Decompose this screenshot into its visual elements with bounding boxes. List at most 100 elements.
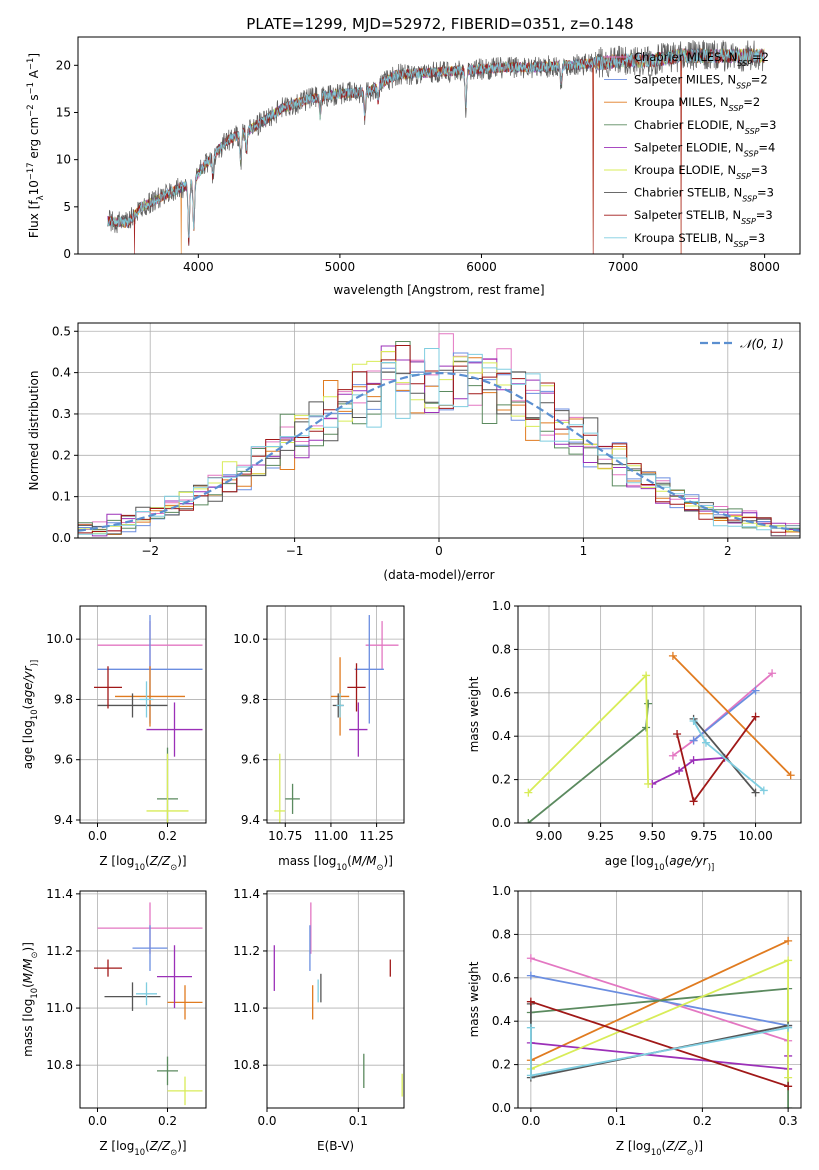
spectrum-ytick-label: 15 xyxy=(56,105,71,119)
spectrum-ylabel-part: Flux [f xyxy=(27,200,41,238)
weight_vs_age-marker xyxy=(751,686,760,695)
weight_vs_age-marker xyxy=(644,779,653,788)
spectrum-series-kroupa_stelib xyxy=(107,48,765,239)
weight_vs_Z-marker xyxy=(784,1082,793,1091)
age_vs_mass-panel: 10.75 11.00 11.25 9.4 9.6 9.8 10.0 mass [log10(… xyxy=(233,605,405,872)
spectrum-xtick-label: 4000 xyxy=(183,260,214,274)
spectrum-ylabel: Flux [fλ10−17 erg cm−2 s−1 A−1] xyxy=(25,53,45,238)
spectrum-ylabel-part: ] xyxy=(27,53,41,58)
hist-xlabel: (data-model)/error xyxy=(383,568,494,582)
residual_hist-xtick-label: 2 xyxy=(724,544,732,558)
mass_vs_Z-panel: 0.0 0.210.811.011.211.4Z [log10(Z/Z⊙)]mas… xyxy=(21,887,207,1157)
age_vs_Z-xtick-label: 0.0 xyxy=(88,829,107,843)
legend-label-base: Salpeter STELIB, N xyxy=(634,208,741,222)
weight_vs_age-marker xyxy=(701,738,710,747)
mass_vs_Z-ylabel: mass [log10(M/M⊙)] xyxy=(21,942,39,1057)
legend-label-sub: SSP xyxy=(736,81,751,90)
spectrum-ylabel-part: 10 xyxy=(27,180,41,195)
weight_vs_age-marker xyxy=(689,717,698,726)
weight_vs_Z-xtick-label: 0.2 xyxy=(693,1114,712,1128)
legend-label-tail: =3 xyxy=(748,231,765,245)
age_vs_Z-ylabel-part: age/yr xyxy=(21,665,35,704)
legend-label-sub: SSP xyxy=(741,217,756,226)
mass_vs_ebv-ytick-label: 11.0 xyxy=(233,1001,260,1015)
spectrum-xlabel: wavelength [Angstrom, rest frame] xyxy=(333,283,544,297)
mass_vs_Z-ylabel-part: ( xyxy=(21,983,35,988)
spectrum-ytick-label: 10 xyxy=(56,153,71,167)
mass_vs_Z-xlabel-part: )] xyxy=(177,1139,186,1153)
weight_vs_age-series-salpeter_elodie xyxy=(651,757,725,785)
weight_vs_Z-xtick-label: 0.1 xyxy=(607,1114,626,1128)
legend-label-base: Kroupa ELODIE, N xyxy=(634,163,736,177)
spectrum-ylabel-part: s xyxy=(27,94,41,104)
age_vs_mass-xtick-label: 11.25 xyxy=(359,829,393,843)
weight_vs_Z-spines xyxy=(517,890,802,1109)
age_vs_Z-ylabel-part: )] xyxy=(29,660,39,667)
weight_vs_Z-marker xyxy=(526,954,535,963)
weight_vs_age-ylabel: mass weight xyxy=(467,676,481,752)
weight_vs_Z-series-chabrier_miles xyxy=(530,957,789,1042)
weight_vs_age-marker xyxy=(668,651,677,660)
spectrum-ytick-label: 0 xyxy=(63,247,71,261)
weight_vs_Z-xlabel-part: ⊙ xyxy=(687,1147,694,1157)
age_vs_mass-spines xyxy=(266,605,405,824)
age_vs_mass-xlabel-part: M/M xyxy=(352,854,377,868)
spectrum-ylabel-part: A xyxy=(27,69,41,82)
mass_vs_ebv-spines xyxy=(266,890,405,1109)
mass_vs_Z-xlabel-part: ( xyxy=(145,1139,150,1153)
weight_vs_Z-xlabel-part: )] xyxy=(694,1139,703,1153)
age_vs_Z-ytick-label: 9.6 xyxy=(54,753,73,767)
weight_vs_age-marker xyxy=(768,669,777,678)
spectrum-frame: 4000 5000 6000 7000 8000 0 5 10 15 20 wavelength [… xyxy=(25,36,801,297)
mass_vs_Z-ylabel-part: M/M xyxy=(21,958,35,983)
spectrum-legend-label: Kroupa STELIB, NSSP=3 xyxy=(634,231,765,249)
legend-label-base: Kroupa MILES, N xyxy=(634,95,729,109)
age_vs_mass-xlabel-part: 10 xyxy=(336,862,347,872)
weight_vs_age-marker xyxy=(675,766,684,775)
weight_vs_age-ytick-label: 0.0 xyxy=(492,816,511,830)
age_vs_Z-panel: 0.0 0.29.49.69.810.0Z [log10(Z/Z⊙)]age [l… xyxy=(21,605,207,872)
weight_vs_age-xtick-label: 9.50 xyxy=(639,829,666,843)
mass_vs_ebv-frame: 0.0 0.1 10.8 11.0 11.2 11.4 E(B-V) xyxy=(233,887,405,1153)
weight_vs_age-marker xyxy=(524,819,533,823)
spectrum-ylabel-part: −1 xyxy=(25,58,35,70)
age_vs_Z-xlabel-part: )] xyxy=(177,854,186,868)
age_vs_Z-ytick-label: 9.8 xyxy=(54,692,73,706)
residual_hist-xtick-label: −1 xyxy=(286,544,304,558)
mass_vs_Z-ylabel-part: ⊙ xyxy=(29,951,39,958)
weight_vs_Z-ytick-label: 1.0 xyxy=(492,884,511,898)
weight_vs_age-marker xyxy=(689,797,698,806)
weight_vs_Z-panel: 0.0 0.1 0.2 0.3 0.0 0.2 0.4 0.6 0.8 1.0 Z [log10(Z… xyxy=(467,884,802,1157)
mass_vs_Z-ytick-label: 11.0 xyxy=(46,1001,73,1015)
weight_vs_Z-marker xyxy=(784,1073,793,1082)
weight_vs_age-marker xyxy=(759,786,768,795)
age_vs_mass-ytick-label: 10.0 xyxy=(233,632,260,646)
weight_vs_Z-xlabel-part: Z/Z xyxy=(665,1139,687,1153)
legend-label-sub: SSP xyxy=(737,59,752,68)
age_vs_mass-xlabel: mass [log10(M/M⊙)] xyxy=(278,854,393,872)
weight_vs_Z-xtick-label: 0.3 xyxy=(779,1114,798,1128)
weight_vs_age-xtick-label: 9.25 xyxy=(587,829,614,843)
weight_vs_age-series-chabrier_stelib xyxy=(692,718,757,794)
age_vs_mass-ytick-label: 9.4 xyxy=(241,813,260,827)
weight_vs_age-marker xyxy=(751,712,760,721)
legend-label-tail: =4 xyxy=(758,140,775,154)
age_vs_Z-ylabel: age [log10(age/yr)] xyxy=(21,660,39,770)
residual_hist-ytick-label: 0.0 xyxy=(52,531,71,545)
spectrum-ylabel-part: −1 xyxy=(25,82,35,94)
weight_vs_Z-marker xyxy=(526,997,535,1006)
spectrum-legend-label: Salpeter MILES, NSSP=2 xyxy=(634,73,768,91)
weight_vs_Z-ytick-label: 0.0 xyxy=(492,1101,511,1115)
weight_vs_Z-xlabel-part: Z [log xyxy=(616,1139,651,1153)
legend-label-base: Chabrier MILES, N xyxy=(634,50,737,64)
weight_vs_age-marker xyxy=(642,671,651,680)
legend-label-tail: =3 xyxy=(757,186,774,200)
age_vs_mass-xtick-label: 10.75 xyxy=(268,829,302,843)
weight_vs_age-panel: 9.00 9.25 9.50 9.75 10.00 0.0 0.2 0.4 0.6 0.8 1.0 a… xyxy=(467,599,802,872)
weight_vs_Z-ytick-label: 0.4 xyxy=(492,1014,511,1028)
weight_vs_age-marker xyxy=(524,788,533,797)
weight_vs_age-xlabel: age [log10(age/yr)] xyxy=(605,854,715,872)
